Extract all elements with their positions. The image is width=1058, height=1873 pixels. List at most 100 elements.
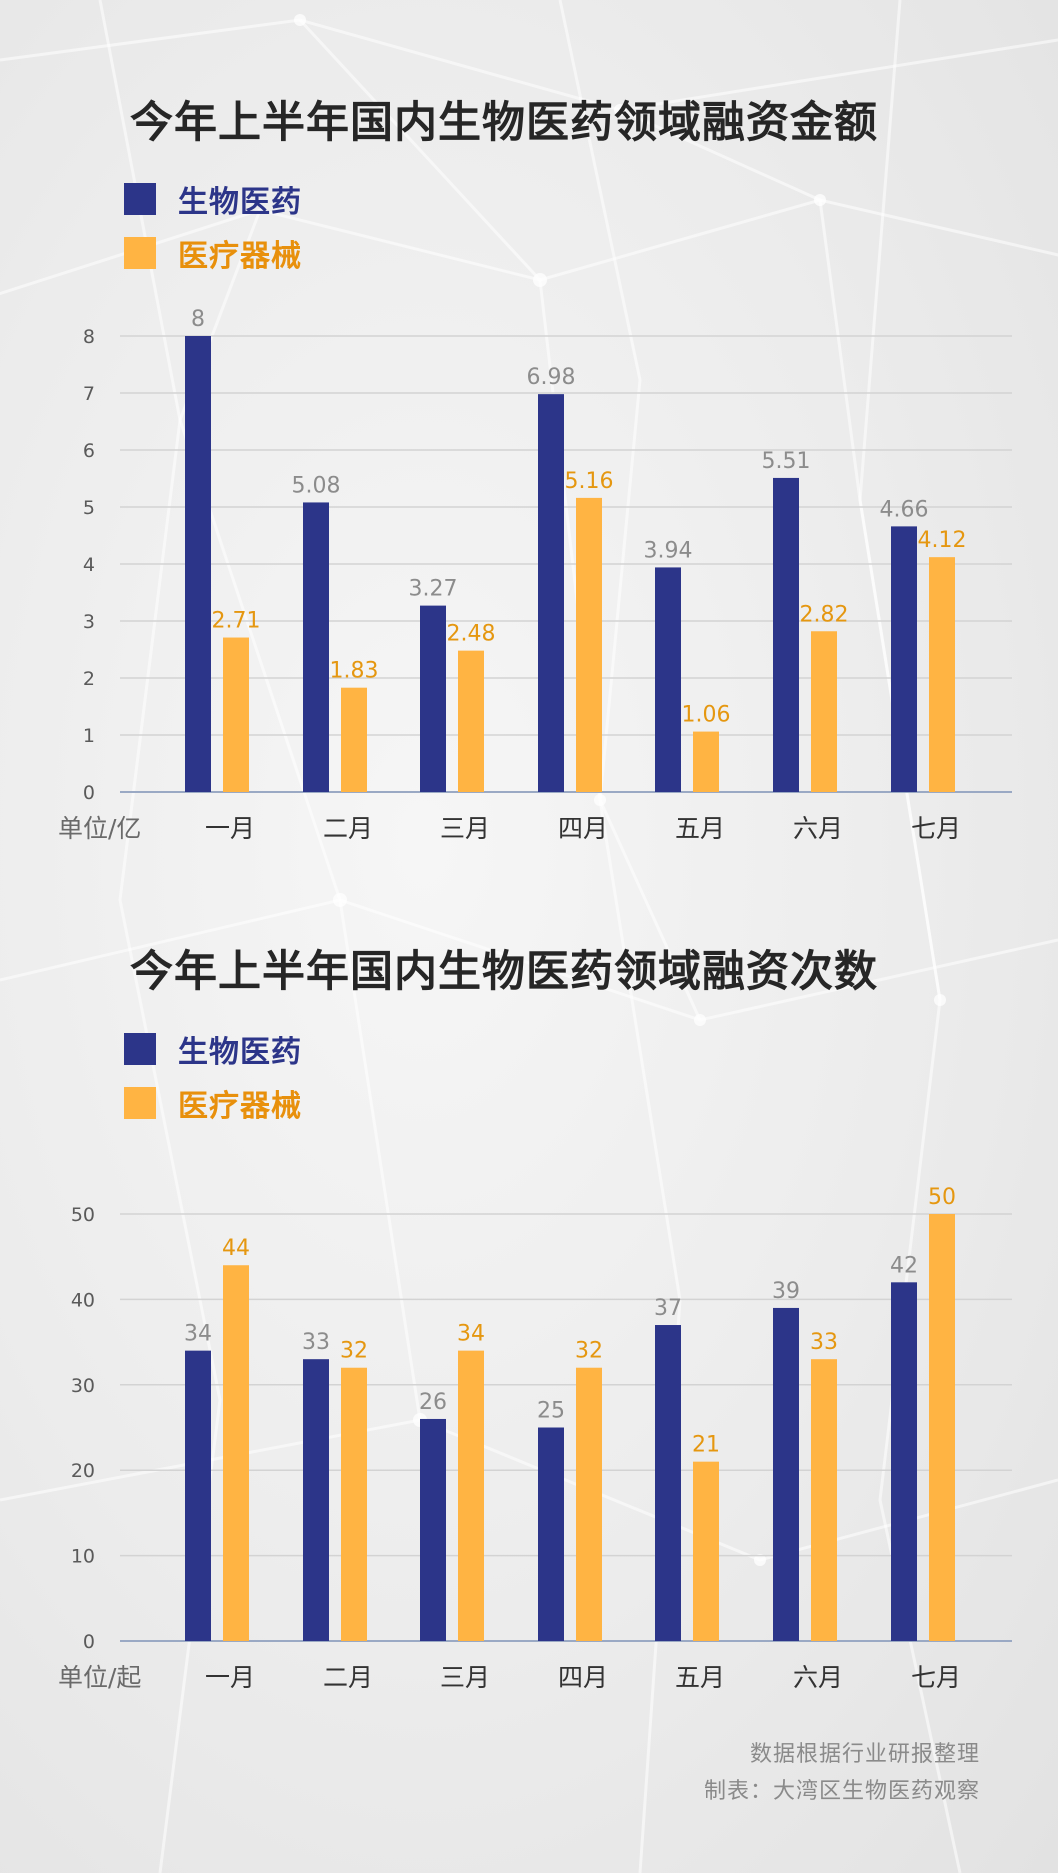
y-tick-label: 0 (83, 1631, 95, 1653)
y-tick-label: 6 (83, 440, 95, 462)
chart-svg: 0 1 2 3 4 5 6 7 8 单位/亿 一月 8 2.71 二月 5.08 1.83 三月 3.27 2.48… (58, 307, 1012, 843)
x-tick-label: 七月 (911, 814, 961, 843)
bar-medical-devices (458, 1350, 484, 1641)
value-label-medical-devices: 1.06 (682, 703, 731, 728)
chart-title: 今年上半年国内生物医药领域融资次数 (130, 947, 878, 997)
value-label-medical-devices: 1.83 (330, 659, 379, 684)
value-label-medical-devices: 21 (692, 1433, 720, 1458)
legend-swatch-biopharma (124, 1033, 156, 1065)
value-label-biopharma: 4.66 (880, 497, 929, 522)
x-tick-label: 五月 (675, 1663, 725, 1692)
value-label-medical-devices: 50 (928, 1185, 956, 1210)
value-label-biopharma: 39 (772, 1279, 800, 1304)
x-tick-label: 二月 (323, 1663, 373, 1692)
value-label-medical-devices: 33 (810, 1330, 838, 1355)
legend-label-medical-devices: 医疗器械 (178, 1089, 302, 1124)
value-label-biopharma: 5.51 (762, 449, 811, 474)
source-note: 数据根据行业研报整理 (749, 1742, 980, 1767)
bar-biopharma (420, 1418, 446, 1641)
x-tick-label: 四月 (558, 1663, 608, 1692)
legend-item-medical-devices: 医疗器械 (124, 1076, 302, 1130)
unit-label: 单位/亿 (58, 814, 141, 843)
x-tick-label: 二月 (323, 814, 373, 843)
bar-biopharma (538, 1427, 564, 1641)
bar-biopharma (185, 336, 211, 792)
value-label-medical-devices: 2.48 (447, 622, 496, 647)
bar-biopharma (303, 1359, 329, 1641)
value-label-biopharma: 8 (191, 307, 205, 332)
y-tick-label: 8 (83, 326, 95, 348)
legend-item-biopharma: 生物医药 (124, 172, 302, 226)
x-tick-label: 一月 (205, 1663, 255, 1692)
x-tick-label: 四月 (558, 814, 608, 843)
footer: 数据根据行业研报整理 制表：大湾区生物医药观察 (704, 1736, 980, 1810)
y-tick-label: 5 (83, 497, 95, 519)
bar-biopharma (655, 1325, 681, 1641)
value-label-biopharma: 33 (302, 1330, 330, 1355)
bar-biopharma (891, 526, 917, 792)
y-tick-label: 20 (71, 1460, 95, 1482)
value-label-biopharma: 25 (537, 1399, 565, 1424)
legend-swatch-medical-devices (124, 1087, 156, 1119)
y-tick-label: 30 (71, 1375, 95, 1397)
bar-medical-devices (929, 1214, 955, 1641)
funding-amount-chart: 0 1 2 3 4 5 6 7 8 单位/亿 一月 8 2.71 二月 5.08 1.83 三月 3.27 2.48… (0, 0, 1058, 860)
legend-label-biopharma: 生物医药 (178, 1035, 302, 1070)
bar-medical-devices (929, 557, 955, 792)
y-tick-label: 0 (83, 782, 95, 804)
chart-legend: 生物医药 医疗器械 (124, 172, 302, 280)
value-label-biopharma: 3.27 (409, 577, 458, 602)
chart-title: 今年上半年国内生物医药领域融资金额 (130, 98, 878, 148)
legend-item-medical-devices: 医疗器械 (124, 226, 302, 280)
value-label-medical-devices: 44 (222, 1236, 250, 1261)
bar-medical-devices (811, 631, 837, 792)
bar-medical-devices (341, 1367, 367, 1641)
value-label-medical-devices: 32 (340, 1339, 368, 1364)
x-tick-label: 六月 (793, 1663, 843, 1692)
legend-swatch-biopharma (124, 183, 156, 215)
value-label-medical-devices: 2.82 (800, 602, 849, 627)
bar-biopharma (303, 502, 329, 792)
chart-legend: 生物医药 医疗器械 (124, 1022, 302, 1130)
funding-count-chart: 0 10 20 30 40 50 单位/起 一月 34 44 二月 33 32 三月 26 34 四月 25 32 五… (58, 1185, 1012, 1692)
value-label-medical-devices: 2.71 (212, 609, 261, 634)
bar-biopharma (185, 1350, 211, 1641)
y-tick-label: 2 (83, 668, 95, 690)
legend-label-medical-devices: 医疗器械 (178, 239, 302, 274)
y-tick-label: 10 (71, 1546, 95, 1568)
bar-medical-devices (576, 497, 602, 792)
bar-medical-devices (223, 637, 249, 792)
bar-medical-devices (223, 1265, 249, 1641)
x-tick-label: 六月 (793, 814, 843, 843)
y-tick-label: 40 (71, 1289, 95, 1311)
y-tick-label: 7 (83, 383, 95, 405)
bar-biopharma (655, 567, 681, 792)
value-label-medical-devices: 34 (457, 1322, 485, 1347)
value-label-medical-devices: 32 (575, 1339, 603, 1364)
bar-biopharma (773, 1307, 799, 1641)
bar-medical-devices (693, 1461, 719, 1641)
x-tick-label: 三月 (440, 1663, 490, 1692)
value-label-medical-devices: 5.16 (565, 469, 614, 494)
bar-biopharma (773, 477, 799, 792)
x-tick-label: 三月 (440, 814, 490, 843)
value-label-biopharma: 37 (654, 1296, 682, 1321)
bar-biopharma (538, 394, 564, 792)
bar-medical-devices (341, 687, 367, 792)
legend-swatch-medical-devices (124, 237, 156, 269)
x-tick-label: 一月 (205, 814, 255, 843)
legend-label-biopharma: 生物医药 (178, 185, 302, 220)
value-label-biopharma: 5.08 (292, 473, 341, 498)
y-tick-label: 1 (83, 725, 95, 747)
y-tick-label: 3 (83, 611, 95, 633)
value-label-biopharma: 34 (184, 1322, 212, 1347)
value-label-biopharma: 42 (890, 1253, 918, 1278)
value-label-medical-devices: 4.12 (918, 528, 967, 553)
unit-label: 单位/起 (58, 1663, 141, 1692)
bar-medical-devices (576, 1367, 602, 1641)
x-tick-label: 七月 (911, 1663, 961, 1692)
bar-biopharma (891, 1282, 917, 1641)
y-tick-label: 50 (71, 1204, 95, 1226)
